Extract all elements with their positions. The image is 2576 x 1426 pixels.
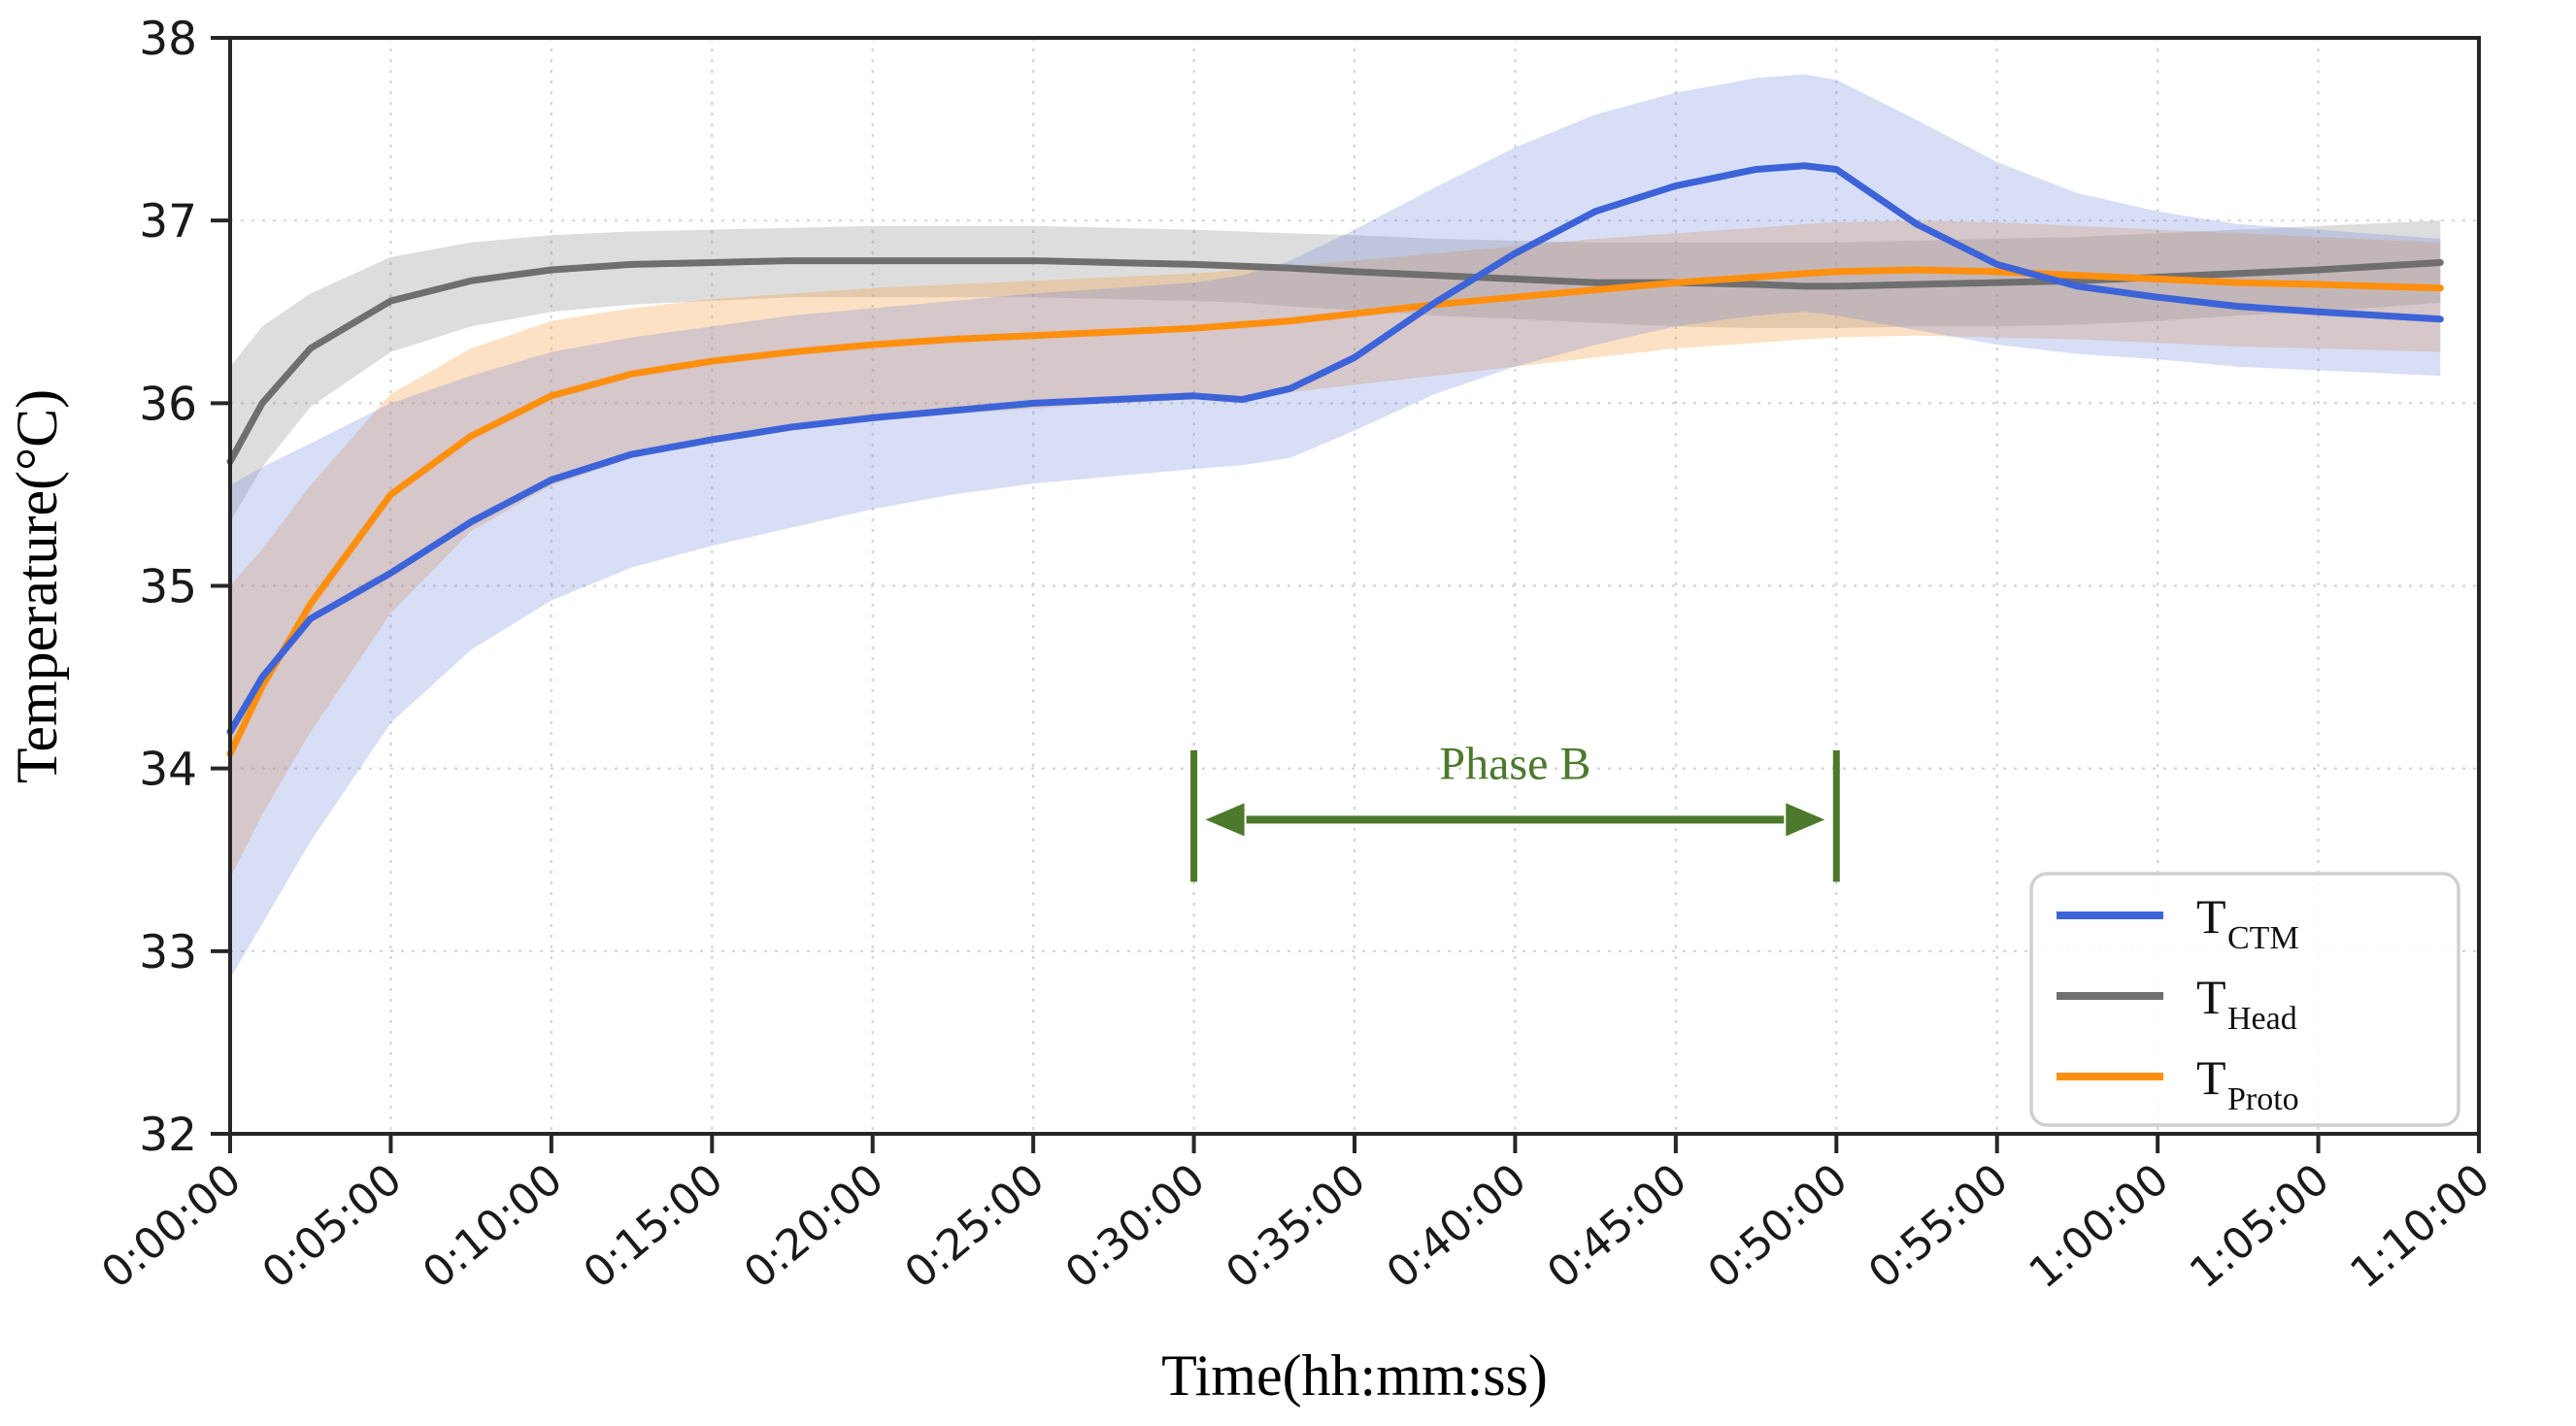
confidence-bands (230, 74, 2441, 979)
y-tick-label: 38 (139, 13, 197, 66)
line-T_Proto (226, 266, 2444, 758)
legend-label-head-sub: Head (2227, 1001, 2297, 1037)
x-tick-label: 0:50:00 (1699, 1154, 1857, 1298)
x-tick-label: 0:35:00 (1217, 1154, 1375, 1298)
x-tick-label: 0:45:00 (1538, 1154, 1696, 1298)
y-tick-label: 33 (139, 926, 197, 979)
x-tick-label: 0:00:00 (92, 1154, 251, 1298)
x-tick-label: 1:10:00 (2341, 1154, 2499, 1298)
x-tick-label: 1:00:00 (2020, 1154, 2178, 1298)
y-axis-ticks: 38 37 36 35 34 33 32 (139, 13, 230, 1162)
legend-label-head: T (2196, 970, 2226, 1024)
x-tick-label: 0:25:00 (895, 1154, 1054, 1298)
legend-label-ctm-sub: CTM (2227, 920, 2299, 956)
legend: T CTM T Head T Proto (2029, 872, 2460, 1127)
legend-label-proto-sub: Proto (2227, 1081, 2299, 1117)
y-tick-label: 34 (139, 744, 197, 797)
y-tick-label: 32 (139, 1109, 197, 1162)
phase-arrowhead-right (1786, 803, 1825, 837)
y-tick-label: 36 (139, 378, 197, 431)
x-tick-label: 0:30:00 (1056, 1154, 1215, 1298)
x-tick-label: 0:15:00 (575, 1154, 733, 1298)
x-tick-label: 0:05:00 (253, 1154, 412, 1298)
x-tick-label: 0:10:00 (414, 1154, 572, 1298)
band-T_Head (230, 220, 2441, 522)
grid-lines (230, 38, 2479, 1134)
line-T_Head (226, 257, 2444, 466)
x-tick-label: 0:40:00 (1378, 1154, 1536, 1298)
phase-annotation: Phase B (1190, 738, 1840, 882)
series-lines (226, 162, 2444, 758)
y-tick-label: 35 (139, 561, 197, 614)
band-T_Proto (230, 220, 2441, 879)
x-tick-label: 1:05:00 (2181, 1154, 2339, 1298)
x-axis-ticks: 0:00:00 0:05:00 0:10:00 0:15:00 0:20:00 0:25:… (92, 1134, 2499, 1298)
phase-label: Phase B (1439, 738, 1590, 789)
legend-label-ctm: T (2196, 889, 2226, 944)
x-tick-label: 0:55:00 (1859, 1154, 2018, 1298)
y-axis-label: Temperature(°C) (5, 389, 69, 783)
legend-label-proto: T (2196, 1050, 2226, 1105)
band-T_CTM (230, 74, 2441, 979)
line-T_CTM (226, 162, 2444, 736)
x-tick-label: 0:20:00 (735, 1154, 893, 1298)
legend-box (2029, 872, 2460, 1127)
y-tick-label: 37 (139, 195, 197, 249)
phase-arrowhead-left (1205, 803, 1245, 837)
x-axis-label: Time(hh:mm:ss) (1161, 1343, 1548, 1408)
